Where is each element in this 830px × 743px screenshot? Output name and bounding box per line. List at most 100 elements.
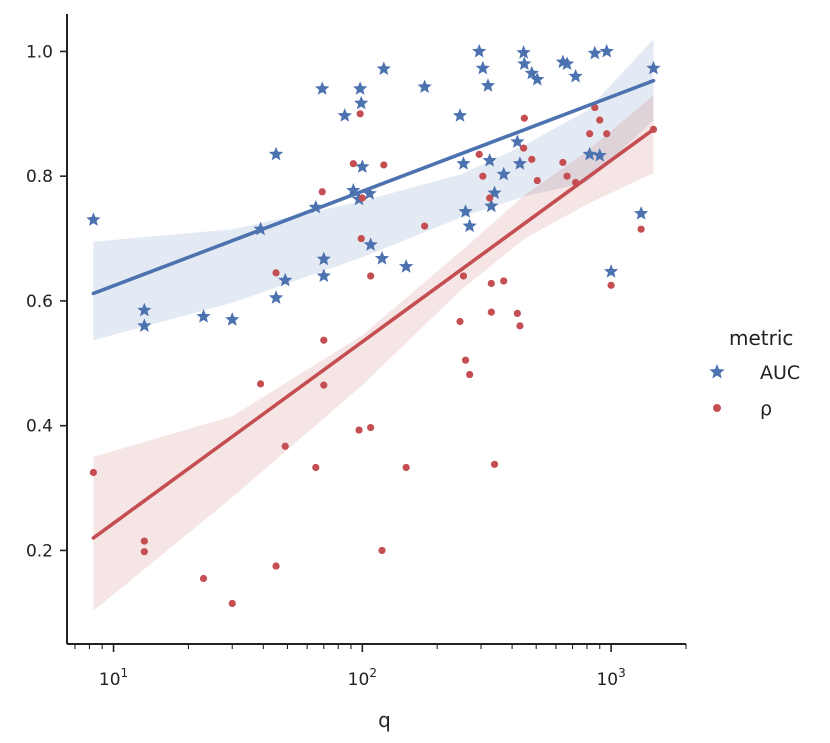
auc-point <box>268 146 284 161</box>
auc-point <box>308 199 323 214</box>
auc-point <box>555 54 571 69</box>
rho-point <box>490 460 499 468</box>
legend-title: metric <box>729 326 793 350</box>
rho-point <box>520 114 528 122</box>
rho-point <box>357 234 365 243</box>
rho-point <box>355 426 363 434</box>
rho-point <box>591 103 599 112</box>
rho-point <box>596 116 604 124</box>
auc-point <box>376 61 391 75</box>
legend: metric AUC ρ <box>709 326 800 420</box>
rho-point <box>479 172 487 180</box>
x-axis-title: q <box>378 708 391 732</box>
rho-point <box>456 317 464 326</box>
rho-point <box>459 272 468 280</box>
auc-point <box>452 108 468 122</box>
auc-point <box>456 156 471 170</box>
y-tick-label: 0.4 <box>26 417 53 437</box>
auc-point <box>363 237 378 251</box>
auc-point <box>587 45 602 60</box>
auc-point <box>517 56 532 70</box>
auc-point <box>472 43 487 58</box>
auc-point <box>337 108 352 122</box>
rho-point <box>140 537 148 545</box>
rho-point <box>533 176 541 185</box>
auc-point <box>137 302 152 317</box>
auc-point <box>355 159 370 173</box>
rho-trend-line <box>91 127 656 540</box>
auc-point <box>374 251 390 265</box>
rho-point <box>356 110 364 118</box>
rho-point <box>487 279 495 288</box>
confidence-bands <box>93 39 654 611</box>
y-tick-label: 0.8 <box>26 167 53 187</box>
rho-confidence-band <box>93 95 654 611</box>
auc-point <box>316 251 331 266</box>
rho-point <box>358 194 366 202</box>
auc-point <box>480 78 496 92</box>
auc-point <box>268 290 284 304</box>
rho-point <box>487 308 495 316</box>
rho-point <box>378 546 386 555</box>
axes: 0.2 0.4 0.6 0.8 1.0 101 102 103 q <box>26 14 687 732</box>
rho-point <box>228 599 236 608</box>
rho-point <box>256 380 265 388</box>
auc-point <box>86 212 101 226</box>
rho-point <box>89 468 98 477</box>
auc-point <box>225 312 240 326</box>
auc-point <box>462 218 477 233</box>
auc-point <box>137 318 152 332</box>
rho-point <box>140 548 148 556</box>
rho-point <box>603 130 611 138</box>
legend-marker-rho <box>713 404 721 412</box>
rho-point <box>312 463 320 472</box>
auc-point <box>417 79 432 94</box>
rho-point <box>272 269 280 277</box>
y-tick-label: 1.0 <box>26 42 53 62</box>
trend-lines <box>91 78 656 540</box>
auc-point <box>633 206 649 220</box>
auc-trend-line <box>91 78 656 296</box>
rho-point <box>586 130 594 138</box>
rho-point <box>320 336 328 344</box>
rho-point <box>380 161 388 169</box>
auc-point <box>458 204 473 218</box>
rho-point <box>475 150 483 158</box>
rho-point <box>318 188 326 196</box>
auc-point <box>559 56 575 70</box>
rho-point <box>516 322 524 330</box>
auc-point <box>582 146 597 161</box>
auc-point <box>512 156 528 170</box>
auc-point <box>603 264 619 278</box>
auc-point <box>362 186 377 200</box>
auc-point <box>354 95 369 110</box>
auc-point <box>315 81 330 95</box>
rho-point <box>563 172 571 180</box>
rho-point <box>500 277 508 285</box>
auc-point <box>484 198 499 213</box>
rho-point <box>461 356 470 364</box>
rho-point <box>528 155 536 163</box>
rho-point <box>272 562 280 570</box>
rho-point <box>520 144 528 152</box>
auc-point <box>278 272 293 287</box>
rho-point <box>466 370 474 379</box>
rho-point <box>513 309 521 318</box>
auc-point <box>346 183 361 197</box>
auc-point <box>196 309 211 323</box>
auc-point <box>530 72 545 86</box>
auc-point <box>646 60 661 75</box>
rho-point <box>607 281 615 289</box>
data-points <box>86 43 661 608</box>
rho-point <box>486 194 494 202</box>
auc-point <box>482 153 497 167</box>
rho-point <box>367 272 375 280</box>
rho-point <box>281 442 289 450</box>
auc-point <box>316 268 331 283</box>
auc-point <box>487 185 502 200</box>
rho-point <box>421 222 429 230</box>
auc-point <box>599 43 614 58</box>
auc-point <box>568 68 583 83</box>
y-tick-label: 0.6 <box>26 292 53 312</box>
